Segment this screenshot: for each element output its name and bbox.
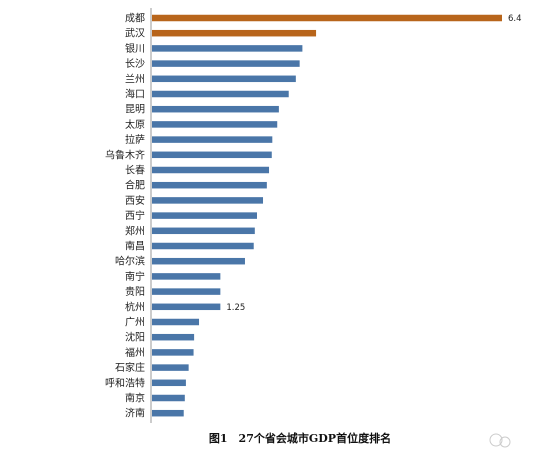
bar (152, 45, 303, 52)
bar (152, 197, 264, 204)
category-label: 哈尔滨 (115, 255, 145, 268)
category-label: 太原 (125, 118, 145, 131)
category-label: 西安 (125, 194, 145, 207)
category-label: 西宁 (125, 209, 145, 222)
bars-layer (152, 14, 502, 417)
data-label: 1.25 (226, 303, 245, 313)
category-label: 合肥 (125, 179, 145, 192)
figure-caption: 图1 27个省会城市GDP首位度排名 (209, 431, 391, 445)
category-label: 银川 (125, 42, 145, 55)
category-label: 石家庄 (115, 361, 145, 374)
bar (152, 121, 278, 128)
bar (152, 105, 279, 113)
bar (152, 303, 221, 311)
category-label: 拉萨 (125, 133, 145, 146)
category-label: 广州 (125, 317, 145, 329)
bar (152, 409, 184, 417)
bar (152, 90, 289, 98)
category-label: 济南 (125, 407, 145, 420)
bar (152, 60, 300, 67)
category-label: 郑州 (125, 224, 145, 237)
bar (152, 318, 200, 326)
category-label: 南昌 (125, 240, 145, 253)
category-label: 成都 (125, 13, 145, 25)
bar (152, 379, 186, 387)
category-label: 呼和浩特 (105, 377, 145, 389)
category-label: 贵阳 (125, 285, 145, 298)
watermark-logo (489, 433, 511, 448)
category-label: 福州 (125, 346, 145, 359)
bar (152, 29, 317, 37)
category-label: 南宁 (125, 270, 145, 283)
bar (152, 257, 245, 265)
bar (152, 136, 273, 143)
bar (152, 288, 221, 295)
bar (152, 242, 254, 250)
category-label: 长春 (125, 165, 145, 177)
category-label: 长沙 (125, 58, 145, 70)
bar (152, 227, 255, 235)
category-label: 乌鲁木齐 (105, 148, 145, 161)
bar (152, 273, 221, 280)
bar (152, 166, 270, 174)
bar (152, 349, 194, 356)
category-label: 南京 (125, 392, 145, 405)
data-label: 6.4 (508, 14, 522, 24)
bar (152, 75, 296, 83)
category-label: 沈阳 (125, 331, 145, 344)
bar (152, 364, 189, 371)
bar (152, 394, 185, 402)
bar (152, 181, 267, 189)
bar (152, 14, 502, 22)
bar (152, 333, 195, 341)
bar (152, 151, 272, 159)
labels-layer: 成都 6.4 武汉银川长沙兰州海口昆明太原拉萨乌鲁木齐长春合肥西安西宁郑州南昌哈尔滨… (105, 13, 522, 420)
bar (152, 212, 257, 219)
category-label: 杭州 (125, 300, 145, 313)
category-label: 海口 (125, 88, 145, 101)
category-label: 武汉 (125, 27, 145, 40)
category-label: 昆明 (125, 104, 145, 116)
category-label: 兰州 (125, 72, 145, 85)
